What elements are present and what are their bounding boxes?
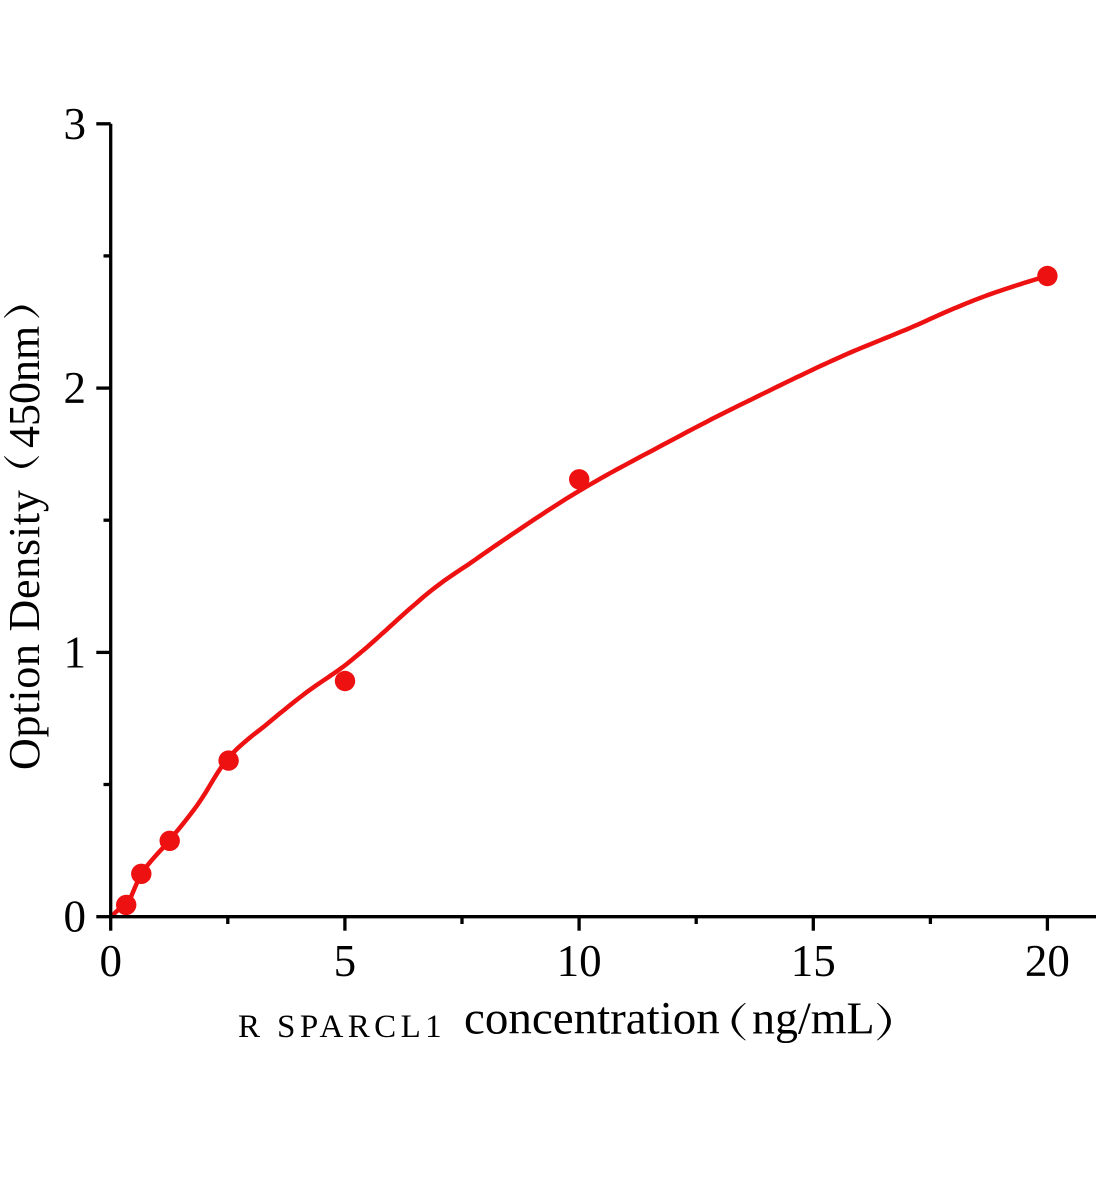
svg-text:20: 20 (1025, 936, 1070, 986)
svg-text:5: 5 (334, 936, 357, 986)
svg-text:ng/mL: ng/mL (752, 993, 875, 1044)
svg-text:0: 0 (64, 892, 87, 942)
svg-text:2: 2 (64, 363, 87, 413)
svg-text:3: 3 (64, 99, 87, 149)
svg-text:450nm: 450nm (0, 326, 49, 448)
svg-text:1: 1 (64, 627, 87, 677)
svg-text:Option Density: Option Density (0, 489, 49, 770)
svg-text:10: 10 (557, 936, 602, 986)
svg-text:R SPARCL1: R SPARCL1 (238, 1009, 446, 1045)
svg-text:15: 15 (791, 936, 836, 986)
svg-text:concentration: concentration (464, 993, 720, 1045)
svg-text:0: 0 (99, 936, 122, 986)
